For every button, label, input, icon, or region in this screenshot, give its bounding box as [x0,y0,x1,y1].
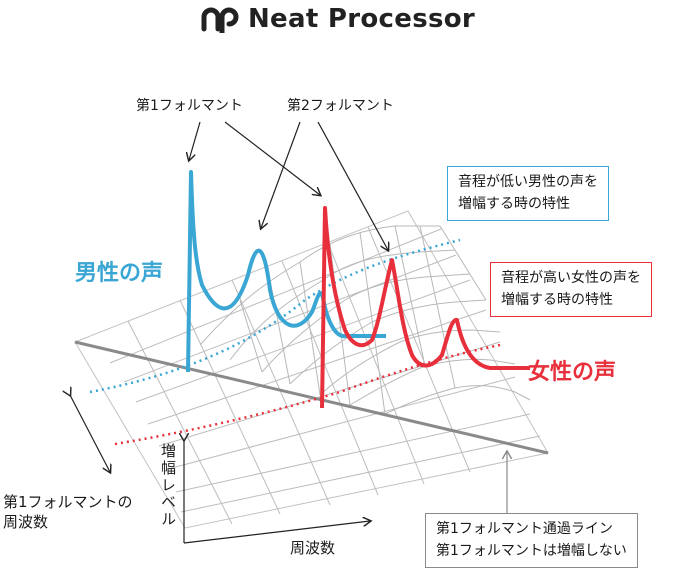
gray-box-line-1: 第1フォルマント通過ライン [436,521,613,537]
brand-title: Neat Processor [248,4,476,34]
formant1-arrow [189,121,201,160]
male-box-line-1: 音程が低い男性の声を [458,174,598,190]
gray-box-line-2: 第1フォルマントは増幅しない [436,543,627,560]
male-characteristic-box: 音程が低い男性の声を 増幅する時の特性 [447,166,609,221]
formant-frequency-axis [70,395,110,472]
female-voice-curve [320,206,530,409]
brand-logo: Neat Processor [200,4,475,34]
pass-line-box: 第1フォルマント通過ライン 第1フォルマントは増幅しない [425,513,638,568]
amplification-axis-label: 増幅レベル [159,443,177,528]
formant-frequency-label: 第1フォルマントの 周波数 [3,492,133,533]
female-characteristic-line [114,343,501,446]
male-box-line-2: 増幅する時の特性 [458,196,570,213]
formant2-arrow-male [261,121,301,228]
female-voice-label: 女性の声 [528,360,617,385]
male-voice-label: 男性の声 [75,261,164,286]
female-box-line-2: 増幅する時の特性 [501,292,613,309]
frequency-axis [183,521,370,544]
formant1-pass-line [74,340,549,455]
female-box-line-1: 音程が高い女性の声を [501,270,641,286]
male-characteristic-line [89,238,461,394]
formant1-label: 第1フォルマント [136,98,243,114]
frequency-axis-label: 周波数 [290,539,336,557]
formant2-arrow-female [317,121,388,250]
formant2-label: 第2フォルマント [287,98,394,114]
formant-freq-line-2: 周波数 [3,513,49,532]
formant1-arrow-red [224,121,320,195]
surface-mesh [199,225,531,415]
formant-freq-line-1: 第1フォルマントの [3,493,133,511]
female-characteristic-box: 音程が高い女性の声を 増幅する時の特性 [490,262,652,317]
np-logo-icon [201,7,239,33]
